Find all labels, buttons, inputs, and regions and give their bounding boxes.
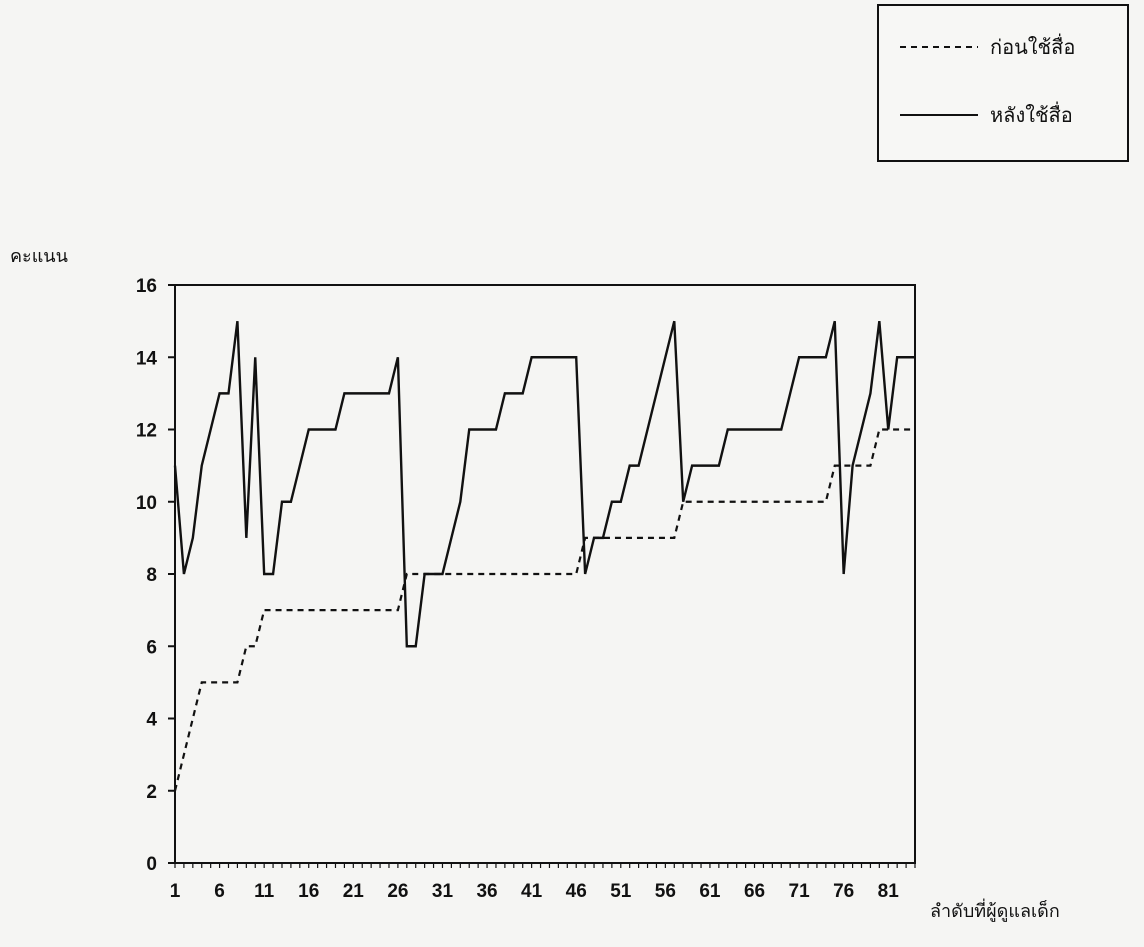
y-tick-label: 4 [146, 710, 157, 731]
y-tick-label: 2 [146, 782, 157, 803]
y-tick-label: 10 [136, 493, 157, 514]
x-tick-label: 41 [521, 881, 543, 902]
legend-box [877, 4, 1129, 162]
x-tick-label: 31 [432, 881, 454, 902]
x-tick-label: 6 [214, 881, 225, 902]
x-tick-label: 11 [254, 881, 275, 902]
y-tick-label: 6 [146, 637, 157, 658]
plot-frame [174, 284, 916, 864]
y-tick-label: 14 [136, 348, 158, 369]
x-tick-label: 61 [699, 881, 721, 902]
x-tick-label: 1 [170, 881, 181, 902]
x-tick-label: 56 [655, 881, 676, 902]
x-tick-label: 46 [566, 881, 587, 902]
x-tick-label: 26 [387, 881, 408, 902]
series-line-before [173, 428, 915, 792]
x-tick-label: 76 [833, 881, 854, 902]
y-tick-label: 0 [146, 854, 157, 875]
y-axis: 0 2 4 6 8 10 12 14 16 [136, 276, 175, 875]
series-line-after [173, 320, 915, 648]
y-tick-label: 12 [136, 421, 157, 442]
x-tick-label: 66 [744, 881, 765, 902]
legend-label-before: ก่อนใช้สื่อ [990, 33, 1075, 59]
legend: ก่อนใช้สื่อ หลังใช้สื่อ [877, 4, 1129, 162]
x-tick-label: 81 [878, 881, 900, 902]
x-tick-label: 21 [343, 881, 365, 902]
series-layer [173, 320, 915, 792]
x-tick-label: 71 [789, 881, 811, 902]
x-tick-label: 36 [476, 881, 497, 902]
x-tick-label: 16 [298, 881, 319, 902]
x-tick-label: 51 [610, 881, 632, 902]
y-tick-label: 16 [136, 276, 157, 297]
x-axis: 1 6 11 16 21 26 31 36 41 46 51 56 61 66 71 76 81 [170, 863, 916, 902]
y-tick-label: 8 [146, 565, 157, 586]
legend-label-after: หลังใช้สื่อ [990, 101, 1073, 127]
y-axis-title: คะแนน [10, 246, 68, 267]
x-axis-title: ลำดับที่ผู้ดูแลเด็ก [930, 898, 1060, 922]
